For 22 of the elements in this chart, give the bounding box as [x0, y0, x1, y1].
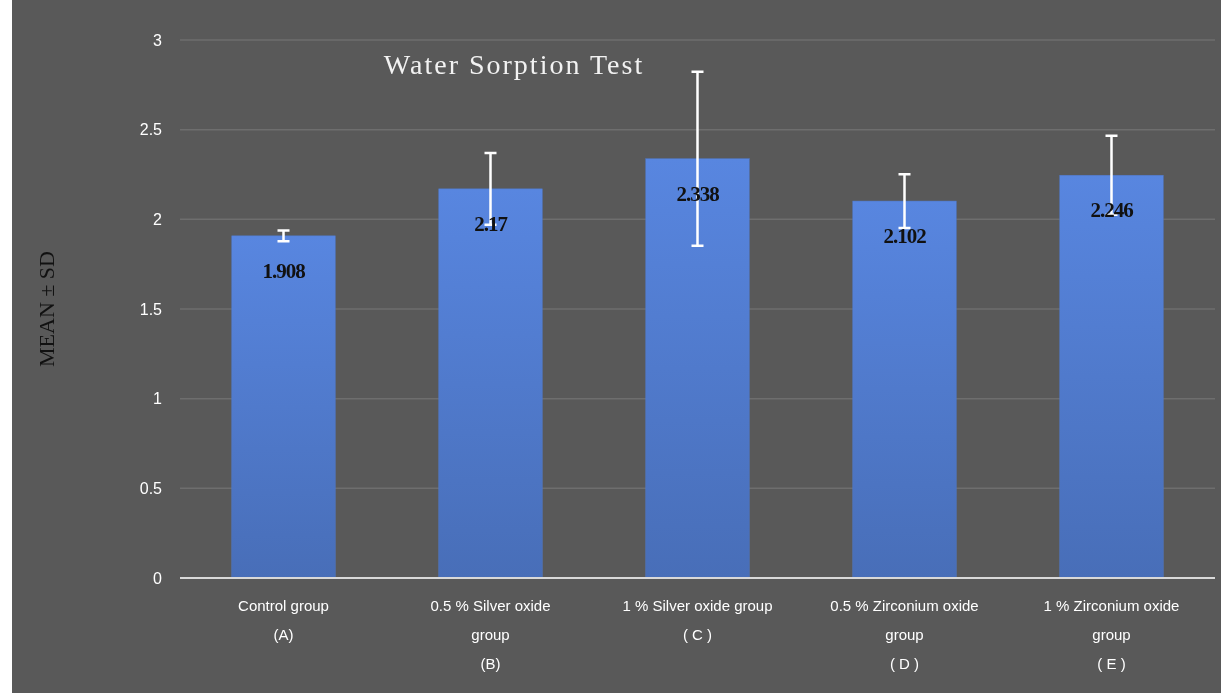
y-tick-label: 2: [153, 210, 163, 228]
bar: [852, 200, 957, 579]
data-label: 2.102: [883, 224, 927, 249]
bar: [645, 158, 750, 579]
chart-title: Water Sorption Test: [383, 49, 645, 80]
y-tick-label: 1: [153, 390, 163, 408]
data-label: 2.17: [474, 211, 508, 236]
x-tick-label: 1 % Zirconium oxide group ( E ): [1043, 597, 1180, 672]
x-tick-label: 1 % Silver oxide group ( C ): [622, 597, 773, 643]
x-tick-label: 0.5 % Silver oxide group (B): [430, 597, 551, 672]
x-tick-label: Control group (A): [238, 597, 329, 643]
bar: [438, 188, 543, 579]
y-tick-label: 3: [153, 31, 163, 49]
data-label: 1.908: [262, 258, 306, 283]
bar: [231, 235, 336, 579]
bar: [1059, 174, 1164, 579]
x-tick-label: 0.5 % Zirconium oxide group ( D ): [830, 597, 979, 672]
y-tick-label: 1.5: [139, 300, 163, 318]
y-tick-label: 0: [153, 569, 163, 587]
y-tick-label: 0.5: [139, 479, 163, 497]
y-axis-title: MEAN ± SD: [34, 251, 59, 367]
y-tick-label: 2.5: [139, 121, 163, 139]
